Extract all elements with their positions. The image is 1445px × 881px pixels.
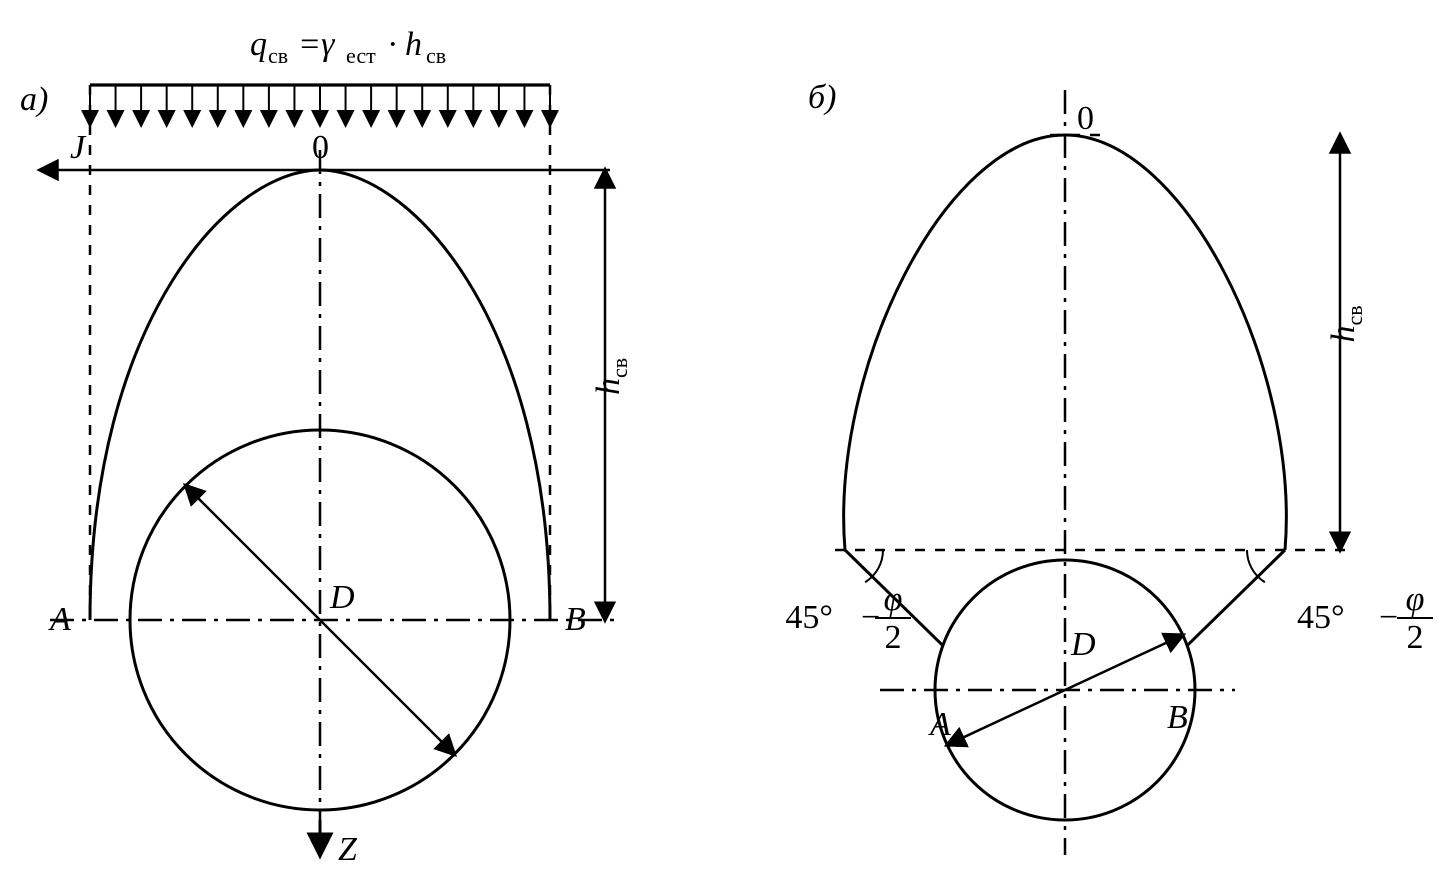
svg-text:φ: φ [884, 581, 903, 618]
svg-text:2: 2 [885, 619, 902, 656]
svg-text:B: B [565, 601, 586, 638]
svg-text:hсв: hсв [1325, 305, 1367, 342]
svg-text:ест: ест [346, 43, 376, 68]
panel-a: qсв=γест· hсвJ0ZDABhсв [40, 26, 632, 868]
svg-text:· h: · h [388, 26, 422, 63]
svg-text:−: − [1379, 599, 1398, 636]
label-b: б) [808, 79, 836, 116]
svg-text:Z: Z [338, 831, 358, 868]
svg-text:A: A [48, 601, 71, 638]
svg-text:св: св [268, 43, 288, 68]
svg-text:q: q [250, 26, 267, 63]
svg-text:D: D [329, 579, 355, 616]
angle-label: 45°−φ2 [1297, 581, 1433, 656]
diagram: qсв=γест· hсвJ0ZDABhсв 0DABhсв45°−φ245°−… [0, 0, 1445, 881]
svg-text:2: 2 [1407, 619, 1424, 656]
svg-text:45°: 45° [1297, 599, 1345, 636]
label-a: а) [20, 81, 48, 118]
svg-text:B: B [1167, 699, 1188, 736]
svg-text:=γ: =γ [298, 26, 336, 63]
svg-text:A: A [928, 706, 951, 743]
svg-text:φ: φ [1406, 581, 1425, 618]
svg-text:D: D [1070, 626, 1096, 663]
angle-label: 45°−φ2 [785, 581, 911, 656]
panel-b: 0DABhсв45°−φ245°−φ2 [785, 90, 1433, 855]
svg-text:св: св [426, 43, 446, 68]
svg-text:0: 0 [1077, 100, 1094, 137]
svg-text:45°: 45° [785, 599, 833, 636]
svg-text:hсв: hсв [590, 358, 632, 395]
svg-text:J: J [70, 129, 87, 166]
